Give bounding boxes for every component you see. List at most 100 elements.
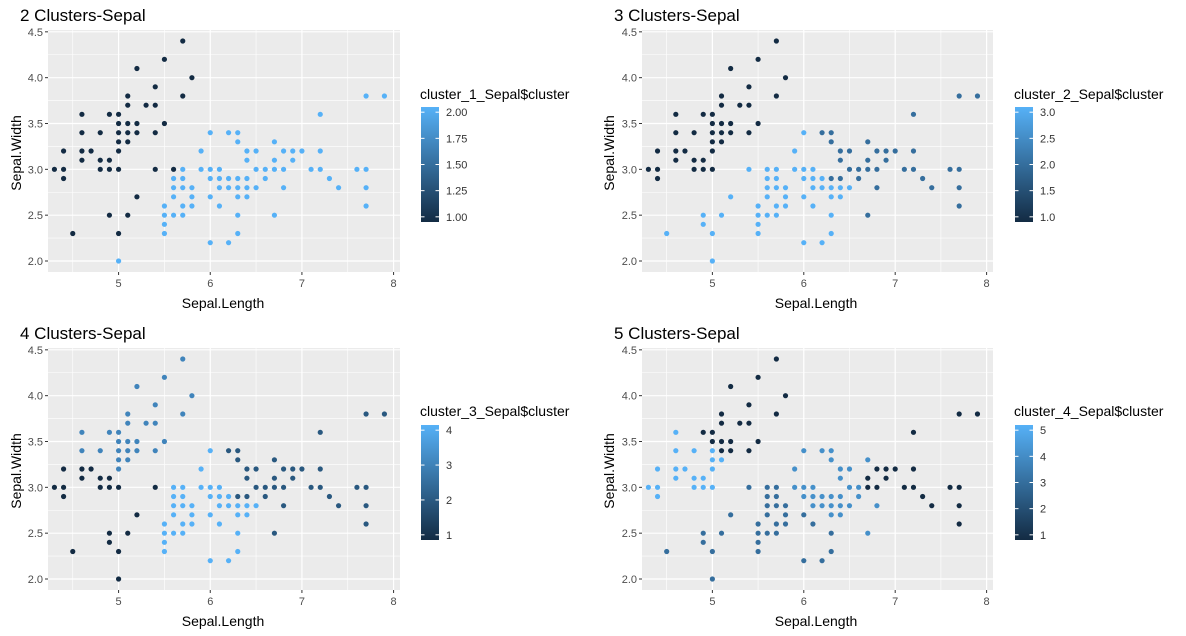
colorbar [1015, 107, 1033, 222]
data-point [125, 438, 131, 445]
data-point [189, 512, 195, 518]
data-point [709, 258, 715, 264]
data-point [79, 429, 85, 435]
data-point [180, 503, 186, 509]
data-point [673, 157, 679, 163]
x-tick-label: 8 [984, 596, 990, 608]
data-point [846, 166, 853, 172]
data-point [363, 521, 369, 527]
data-point [700, 111, 706, 117]
data-point [79, 148, 85, 154]
y-tick-label: 4.5 [622, 345, 637, 357]
data-point [709, 166, 715, 172]
data-point [354, 166, 360, 172]
data-point [143, 420, 149, 426]
data-point [244, 512, 250, 518]
plot-area: 5 6 7 8 2.0 2.5 3.0 3.5 4.0 4.5 [28, 27, 400, 290]
y-tick-label: 3.0 [28, 164, 43, 176]
data-point [801, 194, 807, 200]
colorbar-label: 3 [446, 460, 452, 472]
data-point [929, 185, 935, 191]
data-point [746, 402, 752, 408]
colorbar-label: 2 [446, 495, 452, 507]
data-point [810, 484, 816, 490]
data-point [846, 503, 853, 509]
data-point [718, 120, 725, 127]
data-point [801, 166, 807, 172]
data-point [363, 484, 369, 490]
data-point [782, 503, 789, 509]
data-point [773, 411, 779, 417]
colorbar-label: 5 [1040, 425, 1046, 437]
data-point [910, 166, 917, 172]
data-point [161, 548, 168, 555]
data-point [106, 429, 113, 435]
data-point [718, 139, 725, 145]
data-point [755, 548, 761, 555]
data-point [125, 457, 131, 463]
y-tick-label: 2.5 [28, 210, 43, 222]
data-point [810, 166, 816, 172]
data-point [718, 438, 725, 445]
data-point [198, 148, 204, 154]
x-tick-label: 8 [391, 278, 397, 290]
data-point [709, 576, 715, 582]
y-tick-label: 2.0 [28, 256, 43, 268]
data-point [152, 420, 158, 426]
data-point [782, 203, 789, 209]
data-point [134, 65, 140, 72]
data-point [837, 493, 843, 500]
data-point [235, 175, 241, 182]
data-point [51, 166, 58, 172]
data-point [207, 512, 213, 518]
data-point [189, 503, 195, 509]
data-point [225, 493, 232, 500]
data-point [216, 185, 223, 191]
x-tick-label: 8 [391, 596, 397, 608]
data-point [115, 148, 122, 154]
data-point [354, 484, 360, 490]
legend-title: cluster_1_Sepal$cluster [420, 86, 570, 102]
data-point [819, 185, 825, 191]
data-point [828, 503, 834, 509]
data-point [198, 166, 204, 172]
data-point [189, 185, 195, 191]
data-point [874, 185, 880, 191]
data-point [773, 484, 779, 490]
y-tick-label: 3.5 [28, 119, 43, 131]
data-point [956, 185, 962, 191]
data-point [746, 84, 752, 90]
data-point [654, 466, 661, 472]
chart-title: 3 Clusters-Sepal [614, 6, 740, 25]
data-point [225, 130, 232, 136]
data-point [115, 166, 122, 172]
x-axis-label: Sepal.Length [182, 295, 265, 311]
data-point [883, 157, 889, 163]
data-point [874, 503, 880, 509]
data-point [235, 493, 241, 500]
data-point [170, 194, 177, 200]
data-point [773, 521, 779, 527]
data-point [782, 393, 789, 399]
data-point [801, 558, 807, 564]
data-point [755, 221, 761, 227]
data-point [673, 466, 679, 472]
data-point [60, 466, 67, 472]
data-point [837, 503, 843, 509]
data-point [782, 194, 789, 200]
x-tick-label: 6 [801, 596, 807, 608]
data-point [207, 558, 213, 564]
data-point [865, 457, 871, 463]
data-point [801, 512, 807, 518]
data-point [718, 530, 725, 536]
data-point [773, 93, 779, 99]
data-point [764, 175, 770, 182]
x-tick-label: 7 [892, 278, 898, 290]
data-point [920, 493, 926, 500]
data-point [819, 448, 825, 454]
data-point [755, 120, 761, 127]
data-point [97, 475, 103, 481]
data-point [115, 120, 122, 127]
data-point [271, 139, 278, 145]
data-point [865, 157, 871, 163]
